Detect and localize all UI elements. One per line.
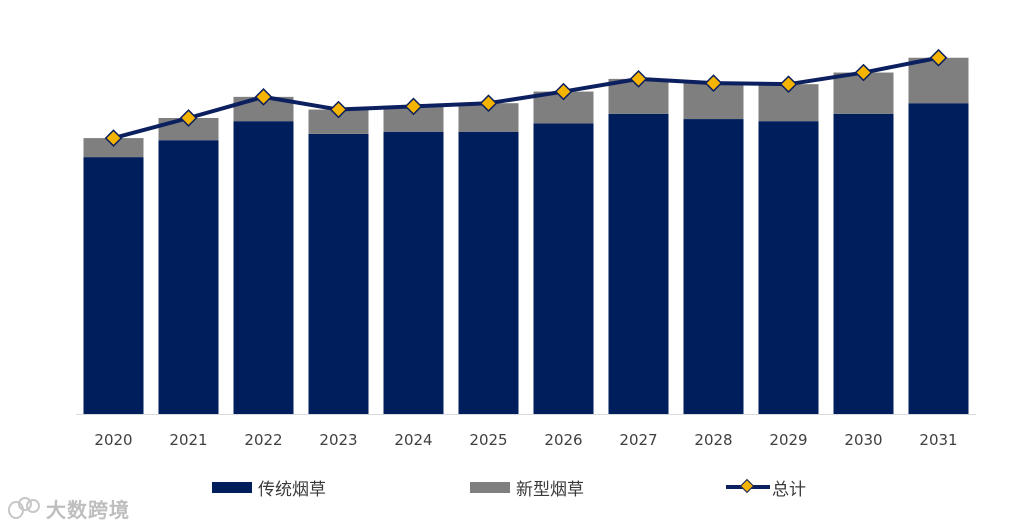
- bar-traditional-2030: [833, 113, 894, 415]
- total-marker-2030: [854, 63, 873, 82]
- legend-item-new: 新型烟草: [470, 474, 584, 500]
- bar-traditional-2031: [908, 103, 969, 414]
- legend-label-traditional: 传统烟草: [258, 479, 326, 500]
- total-marker-2028: [704, 74, 723, 92]
- total-marker-2026: [554, 82, 573, 101]
- x-tick-label-2021: 2021: [169, 431, 207, 449]
- total-marker-2027: [629, 70, 648, 88]
- bar-traditional-2027: [608, 113, 669, 415]
- watermark: 大数跨境: [8, 494, 130, 523]
- total-marker-2031: [929, 48, 948, 67]
- total-marker-2021: [179, 109, 198, 127]
- x-tick-label-2023: 2023: [319, 431, 357, 449]
- x-tick-labels: 2020 2021 2022 2023 2024 2025 2026 2027 2028 2029…: [94, 431, 957, 449]
- total-marker-2024: [404, 97, 423, 116]
- legend-label-total: 总计: [772, 479, 806, 500]
- bar-new-2020: [83, 138, 144, 158]
- total-markers-group: [104, 48, 948, 147]
- bar-traditional-2023: [308, 133, 369, 414]
- legend-swatch-new: [470, 481, 510, 493]
- stacked-bar-line-chart: 2020 2021 2022 2023 2024 2025 2026 2027 2028 2029…: [76, 48, 976, 449]
- legend-item-total: 总计: [726, 474, 806, 500]
- legend-swatch-traditional: [212, 481, 252, 493]
- total-marker-2025: [479, 94, 498, 113]
- bar-traditional-2029: [758, 121, 819, 415]
- total-marker-2020: [104, 129, 123, 147]
- x-tick-label-2022: 2022: [244, 431, 282, 449]
- x-tick-label-2031: 2031: [919, 431, 957, 449]
- x-tick-label-2027: 2027: [619, 431, 657, 449]
- bar-traditional-2020: [83, 157, 144, 414]
- total-marker-2022: [254, 88, 273, 106]
- bar-traditional-2026: [533, 123, 594, 415]
- x-tick-label-2029: 2029: [769, 431, 807, 449]
- x-tick-label-2025: 2025: [469, 431, 507, 449]
- x-tick-label-2020: 2020: [94, 431, 132, 449]
- bar-traditional-2024: [383, 131, 444, 414]
- total-marker-2029: [779, 75, 798, 94]
- x-tick-label-2028: 2028: [694, 431, 732, 449]
- legend: 传统烟草 新型烟草 总计: [0, 474, 1010, 500]
- total-series-line: [112, 55, 939, 141]
- bar-traditional-2028: [683, 119, 744, 415]
- watermark-logo-icon: [8, 496, 42, 521]
- x-tick-label-2026: 2026: [544, 431, 582, 449]
- legend-item-traditional: 传统烟草: [212, 474, 326, 500]
- legend-label-new: 新型烟草: [516, 479, 584, 500]
- bar-traditional-2022: [233, 121, 294, 415]
- watermark-text: 大数跨境: [46, 498, 130, 522]
- x-tick-label-2030: 2030: [844, 431, 882, 449]
- total-marker-2023: [329, 100, 348, 119]
- bar-traditional-2025: [458, 131, 519, 414]
- bar-traditional-2021: [158, 140, 219, 414]
- x-tick-label-2024: 2024: [394, 431, 432, 449]
- legend-swatch-total: [726, 478, 770, 494]
